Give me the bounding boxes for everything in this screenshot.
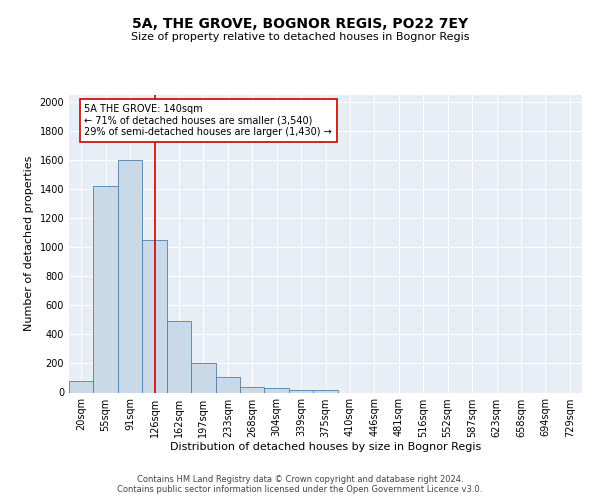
Text: Size of property relative to detached houses in Bognor Regis: Size of property relative to detached ho…	[131, 32, 469, 42]
Bar	[118, 160, 142, 392]
Bar	[191, 363, 215, 392]
Text: 5A THE GROVE: 140sqm
← 71% of detached houses are smaller (3,540)
29% of semi-de: 5A THE GROVE: 140sqm ← 71% of detached h…	[85, 104, 332, 137]
Bar	[69, 381, 94, 392]
X-axis label: Distribution of detached houses by size in Bognor Regis: Distribution of detached houses by size …	[170, 442, 481, 452]
Text: 5A, THE GROVE, BOGNOR REGIS, PO22 7EY: 5A, THE GROVE, BOGNOR REGIS, PO22 7EY	[132, 18, 468, 32]
Bar	[94, 186, 118, 392]
Bar	[265, 388, 289, 392]
Bar	[240, 386, 265, 392]
Text: Contains HM Land Registry data © Crown copyright and database right 2024.
Contai: Contains HM Land Registry data © Crown c…	[118, 474, 482, 494]
Y-axis label: Number of detached properties: Number of detached properties	[24, 156, 34, 332]
Bar	[289, 390, 313, 392]
Bar	[313, 390, 338, 392]
Bar	[142, 240, 167, 392]
Bar	[167, 322, 191, 392]
Bar	[215, 378, 240, 392]
